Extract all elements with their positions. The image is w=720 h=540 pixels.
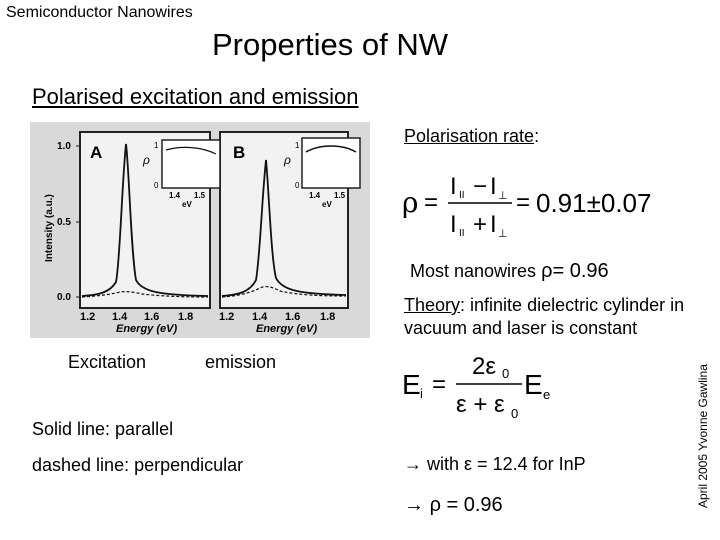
numerator-sub: 0	[502, 366, 509, 381]
panel-a-inset-curve	[165, 146, 217, 155]
epsilon-line: → with ε = 12.4 for InP	[404, 454, 586, 474]
numerator-i-par: I	[450, 173, 457, 200]
panel-b-xtick-2: 1.4	[252, 311, 268, 323]
e-inner: E	[402, 369, 421, 400]
numerator: 2ε	[472, 353, 496, 380]
rho-symbol: ρ	[402, 186, 418, 219]
denominator-plus: +	[473, 211, 487, 238]
arrow-icon: →	[404, 454, 422, 474]
caption-excitation: Excitation	[68, 352, 147, 372]
rho-result-line: → ρ = 0.96	[404, 494, 503, 516]
caption-dashed-line: dashed line: perpendicular	[32, 455, 244, 475]
arrow-icon: →	[404, 494, 424, 516]
panel-b-inset-xlabel: eV	[322, 200, 332, 209]
panel-b-xtick-1: 1.2	[219, 311, 234, 323]
denominator-sub-par: II	[459, 228, 465, 239]
panel-a-xlabel: Energy (eV)	[116, 323, 177, 335]
y-tick-2: 0.5	[57, 217, 71, 228]
caption-solid-line: Solid line: parallel	[32, 419, 174, 439]
polarisation-figure: A B Intensity (a.u.) 1.0 0.5 0.0 ρ 1 0 1…	[30, 122, 370, 338]
e-external-sub: e	[543, 387, 550, 402]
most-nanowires-line: Most nanowires ρ= 0.96	[410, 260, 609, 282]
equals-sign: =	[424, 189, 438, 216]
panel-b-inset-ytick-0: 0	[295, 181, 300, 190]
rho-symbol: ρ	[541, 260, 553, 282]
equals-sign: =	[432, 371, 446, 398]
e-external: E	[524, 369, 543, 400]
denominator-sub: 0	[511, 406, 518, 421]
panel-a-inset-xtick-1: 1.4	[169, 191, 181, 200]
course-title: Semiconductor Nanowires	[6, 4, 193, 21]
numerator-i-perp: I	[490, 173, 497, 200]
polarisation-rate-label: Polarisation rate:	[404, 126, 540, 146]
y-axis-label: Intensity (a.u.)	[44, 194, 55, 262]
polarisation-formula: ρ = I II − I ⊥ I II + I ⊥ = 0.91±0.07	[402, 173, 651, 240]
panel-a-label: A	[90, 143, 102, 162]
panel-a-xtick-3: 1.6	[144, 311, 159, 323]
panel-a-inset-rho: ρ	[142, 153, 150, 167]
numerator-minus: −	[473, 173, 487, 200]
panel-b-xlabel: Energy (eV)	[256, 323, 317, 335]
result-equals: =	[516, 189, 530, 216]
panel-b-label: B	[233, 143, 245, 162]
caption-emission: emission	[205, 352, 277, 372]
panel-b-inset-xtick-1: 1.4	[309, 191, 321, 200]
panel-a-inset-ytick-1: 1	[154, 141, 159, 150]
slide-title: Properties of NW	[211, 27, 448, 62]
y-tick-3: 0.0	[57, 292, 71, 303]
denominator-sub-perp: ⊥	[498, 228, 508, 240]
denominator: ε + ε	[456, 391, 505, 418]
polarisation-result: 0.91±0.07	[536, 188, 651, 218]
panel-b-xtick-4: 1.8	[320, 311, 335, 323]
panel-a-inset-xtick-2: 1.5	[194, 191, 206, 200]
panel-a-xtick-4: 1.8	[178, 311, 193, 323]
rho-value: = 0.96	[552, 260, 609, 282]
panel-b-inset-rho: ρ	[283, 153, 291, 167]
panel-b-inset-ytick-1: 1	[295, 141, 300, 150]
field-formula: E i = 2ε 0 ε + ε 0 E e	[402, 353, 550, 421]
panel-a-inset-ytick-0: 0	[154, 181, 159, 190]
theory-text: Theory: infinite dielectric cylinder in v…	[404, 295, 685, 338]
panel-b-solid-line	[221, 159, 347, 297]
panel-a-solid-line	[81, 143, 209, 297]
panel-a-xtick-1: 1.2	[80, 311, 95, 323]
panel-b-inset-curve	[305, 145, 357, 153]
e-inner-sub: i	[420, 386, 423, 401]
panel-a-inset-xlabel: eV	[182, 200, 192, 209]
panel-a-xtick-2: 1.4	[112, 311, 128, 323]
panel-b-xtick-3: 1.6	[285, 311, 300, 323]
denominator-i-perp: I	[490, 211, 497, 238]
credit-text: April 2005 Yvonne Gawlina	[696, 364, 710, 508]
numerator-sub-perp: ⊥	[498, 190, 508, 202]
numerator-sub-par: II	[459, 190, 465, 201]
panel-b-inset-xtick-2: 1.5	[334, 191, 346, 200]
panel-b-dashed-line	[221, 285, 347, 298]
denominator-i-par: I	[450, 211, 457, 238]
section-heading: Polarised excitation and emission	[32, 84, 359, 109]
y-tick-1: 1.0	[57, 141, 71, 152]
panel-a-dashed-line	[81, 291, 209, 298]
